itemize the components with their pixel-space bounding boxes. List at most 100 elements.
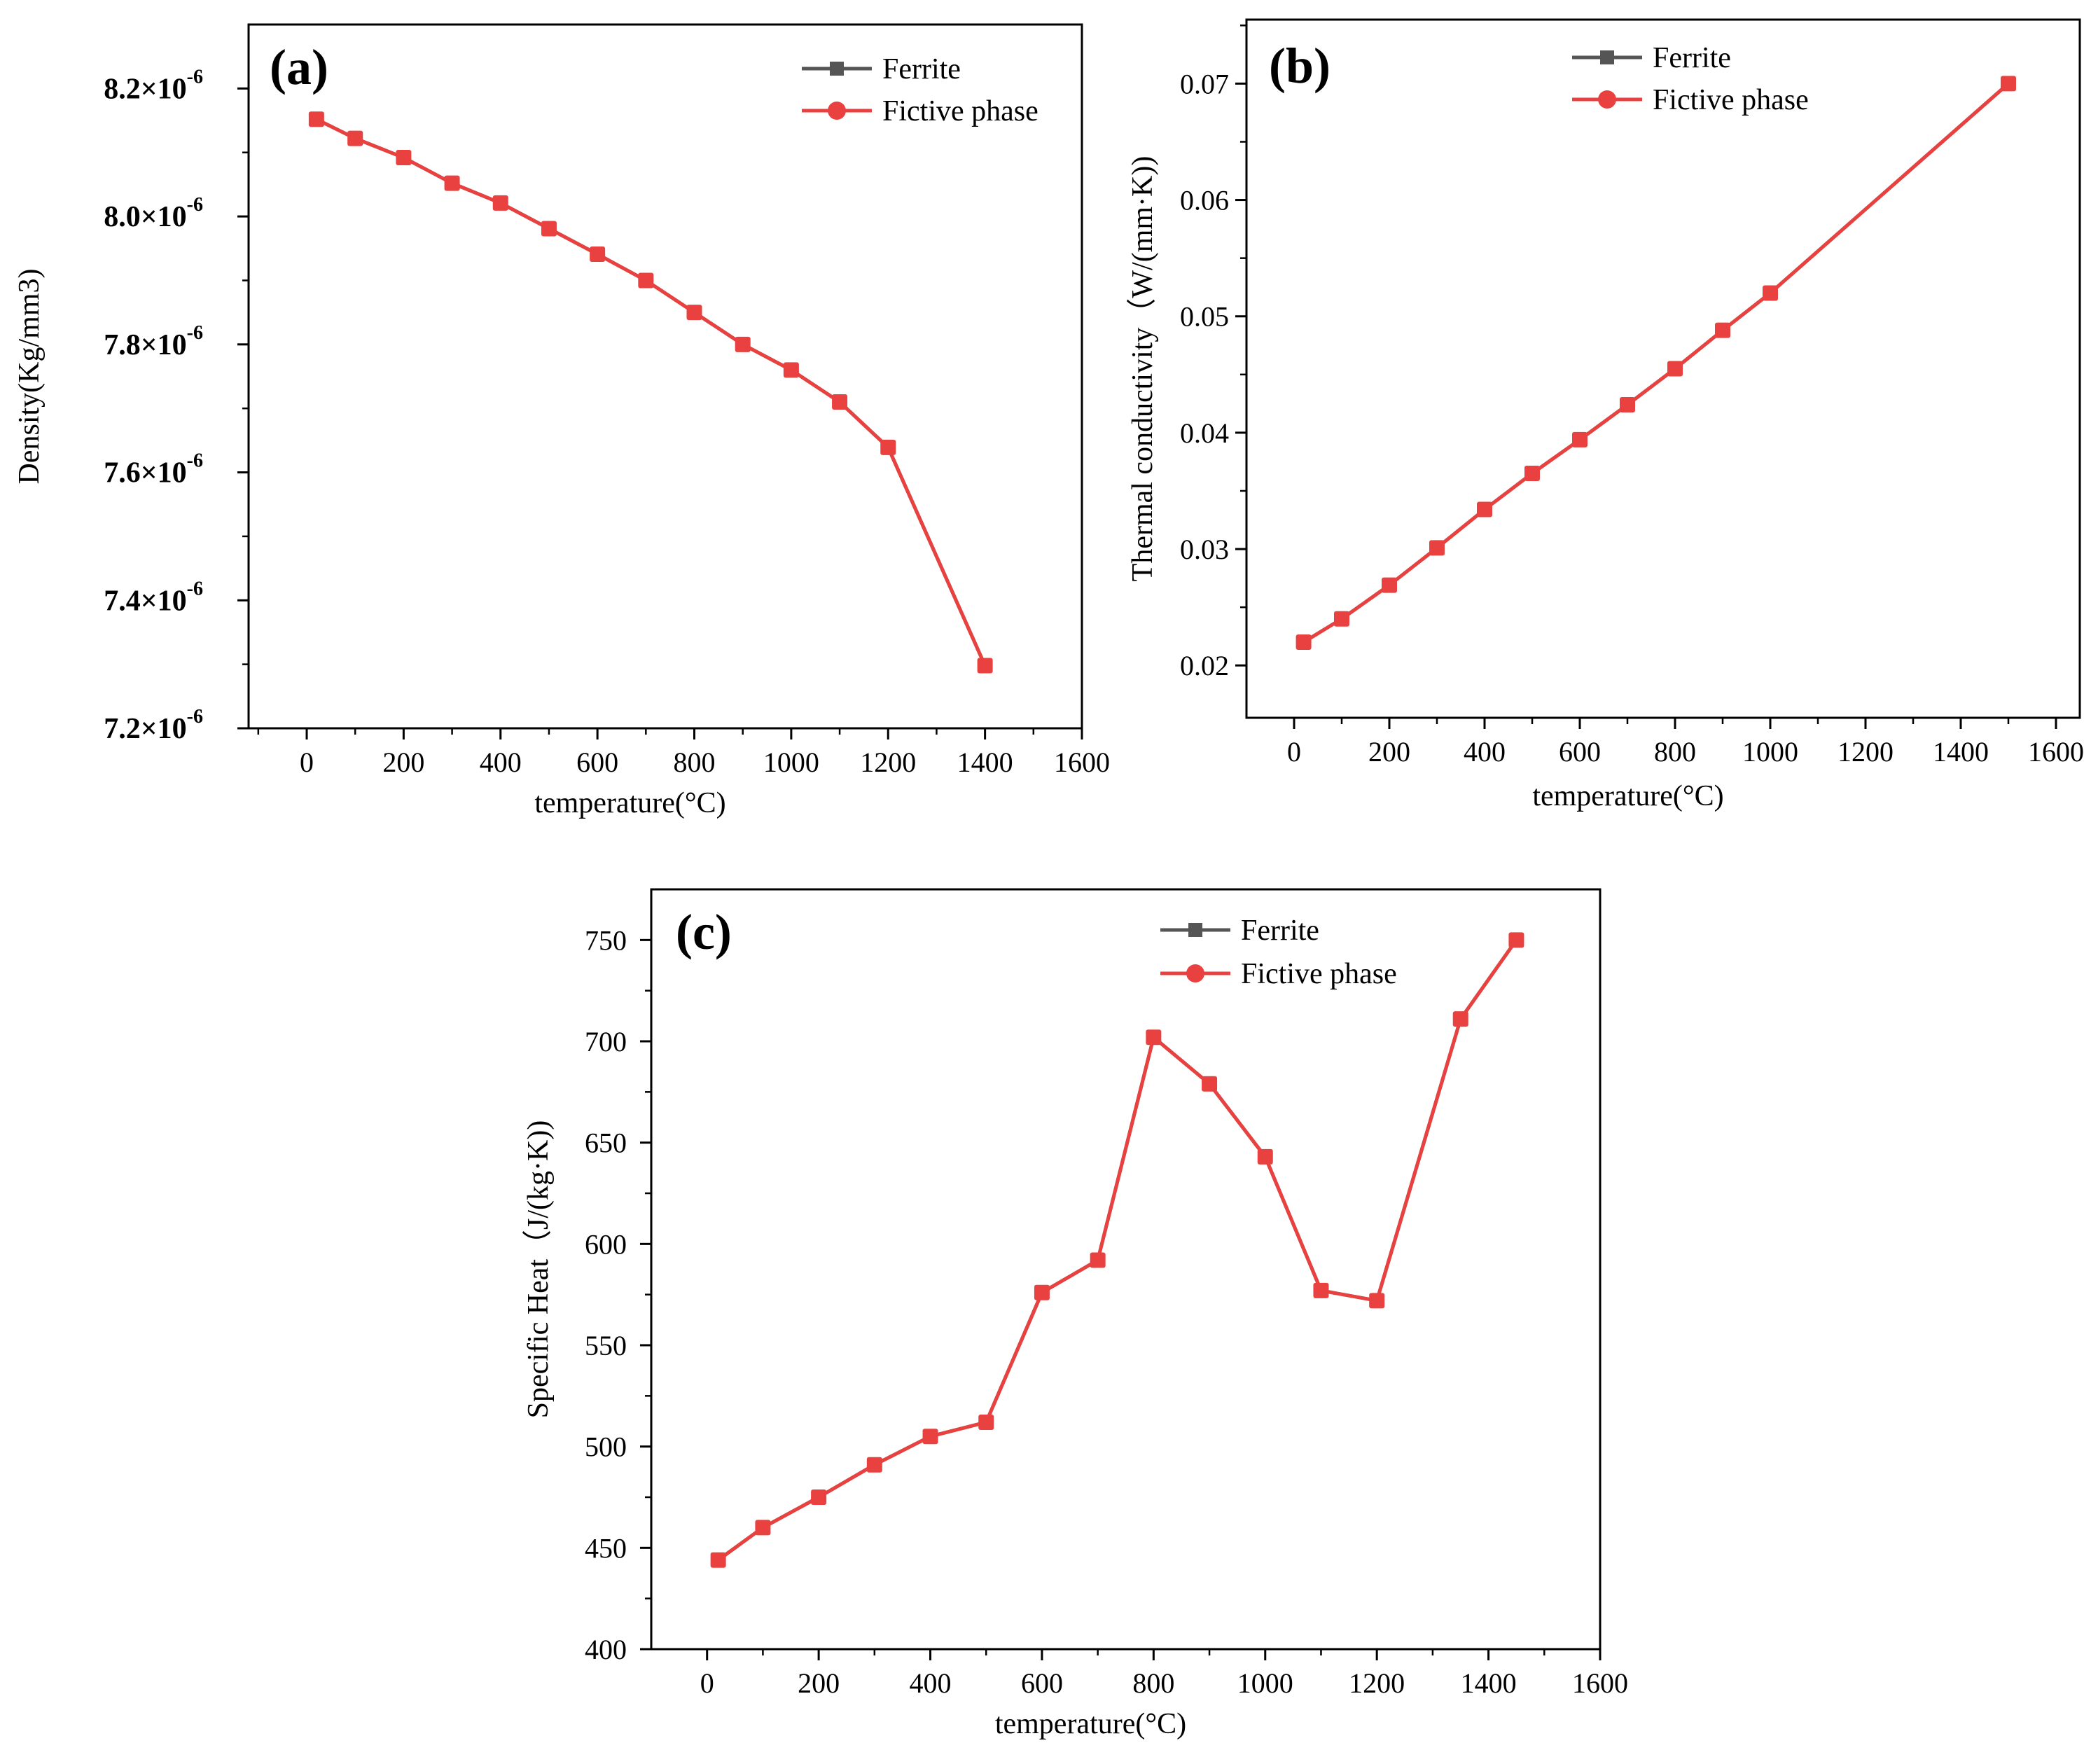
x-tick-label: 200 <box>1368 736 1410 768</box>
data-point-fictive <box>977 658 993 674</box>
y-tick-label: 0.05 <box>1180 301 1229 333</box>
data-point-fictive <box>783 362 799 378</box>
data-point-fictive <box>1334 611 1349 627</box>
x-tick-label: 1000 <box>1237 1667 1293 1699</box>
legend-label: Ferrite <box>882 53 961 85</box>
x-tick-label: 800 <box>674 746 716 778</box>
y-tick-label: 0.07 <box>1180 68 1229 99</box>
data-point-fictive <box>922 1429 938 1445</box>
series-line-ferrite <box>717 938 1518 1562</box>
data-point-fictive <box>1572 431 1588 447</box>
data-point-fictive <box>1508 932 1524 948</box>
data-point-fictive <box>1477 501 1492 518</box>
series-line-fictive <box>315 117 987 667</box>
x-tick-label: 1600 <box>1572 1667 1628 1699</box>
data-point-fictive <box>2001 76 2016 92</box>
data-point-fictive <box>1034 1284 1050 1300</box>
x-tick-label: 200 <box>382 746 424 778</box>
x-tick-label: 600 <box>1559 736 1601 768</box>
panel-label: (c) <box>676 904 732 960</box>
x-tick-label: 1600 <box>2028 736 2084 768</box>
data-point-fictive <box>880 439 896 455</box>
y-axis-title: Specific Heat（J/(kg·K)) <box>522 1120 555 1419</box>
y-tick-label: 600 <box>585 1228 627 1260</box>
series-line-fictive <box>1302 82 2010 644</box>
x-tick-label: 800 <box>1132 1667 1174 1699</box>
data-point-fictive <box>1202 1076 1218 1092</box>
data-point-fictive <box>1452 1011 1468 1027</box>
legend-marker-circle <box>1598 90 1616 109</box>
data-point-fictive <box>1667 361 1683 377</box>
legend-label: Ferrite <box>1653 42 1731 74</box>
x-tick-label: 0 <box>300 746 314 778</box>
chart-panel-c: 0 200 400 600 800 1000 1200 1400 1600 400 450 500 55… <box>522 888 1628 1740</box>
x-tick-label: 400 <box>910 1667 952 1699</box>
x-tick-label: 0 <box>1287 736 1301 768</box>
data-point-fictive <box>492 195 508 211</box>
y-tick-label: 450 <box>585 1532 627 1564</box>
data-point-fictive <box>396 150 412 166</box>
x-axis-title: temperature(°C) <box>995 1708 1186 1740</box>
x-tick-label: 600 <box>576 746 618 778</box>
data-point-fictive <box>1429 540 1445 556</box>
y-tick-label: 7.6×10-6 <box>104 450 203 489</box>
y-tick-label: 750 <box>585 924 627 956</box>
legend-label: Fictive phase <box>882 95 1038 127</box>
x-tick-label: 1400 <box>1461 1667 1517 1699</box>
data-point-fictive <box>1369 1293 1385 1309</box>
plot-frame <box>1245 18 2081 719</box>
x-tick-label: 1000 <box>763 746 819 778</box>
data-point-fictive <box>866 1457 882 1473</box>
series-line-ferrite <box>315 117 987 667</box>
legend-marker-square <box>1188 923 1202 937</box>
legend-label: Ferrite <box>1241 915 1319 947</box>
y-tick-label: 400 <box>585 1634 627 1665</box>
data-point-fictive <box>1763 285 1778 301</box>
x-tick-label: 1600 <box>1054 746 1110 778</box>
legend-label: Fictive phase <box>1241 958 1397 990</box>
x-tick-label: 600 <box>1021 1667 1063 1699</box>
panel-label: (a) <box>270 39 328 95</box>
y-tick-label: 7.8×10-6 <box>104 322 203 361</box>
y-tick-label: 0.04 <box>1180 417 1229 449</box>
data-point-fictive <box>347 130 363 146</box>
y-tick-label: 7.2×10-6 <box>104 706 203 745</box>
x-tick-label: 1200 <box>1838 736 1894 768</box>
data-point-fictive <box>1090 1252 1106 1268</box>
legend-marker-circle <box>1186 964 1204 982</box>
data-point-fictive <box>832 394 848 410</box>
data-point-fictive <box>686 305 702 321</box>
legend-label: Fictive phase <box>1653 84 1809 116</box>
data-point-fictive <box>735 336 751 352</box>
data-point-fictive <box>1295 634 1312 650</box>
data-point-fictive <box>1313 1282 1329 1298</box>
y-tick-label: 0.06 <box>1180 185 1229 216</box>
x-tick-label: 1200 <box>860 746 916 778</box>
data-point-fictive <box>978 1414 994 1430</box>
y-tick-label: 500 <box>585 1431 627 1463</box>
data-point-fictive <box>1382 577 1397 593</box>
y-tick-label: 8.0×10-6 <box>104 194 203 233</box>
y-tick-label: 8.2×10-6 <box>104 66 203 105</box>
data-point-fictive <box>638 272 654 289</box>
x-axis-title: temperature(°C) <box>534 787 725 819</box>
plot-frame <box>247 23 1083 730</box>
y-tick-label: 7.4×10-6 <box>104 578 203 617</box>
data-point-fictive <box>1620 397 1635 413</box>
x-tick-label: 800 <box>1654 736 1696 768</box>
data-point-fictive <box>710 1552 726 1568</box>
y-axis-title: Density(Kg/mm3) <box>13 269 46 485</box>
y-tick-label: 0.02 <box>1180 650 1229 681</box>
chart-panel-b: 0 200 400 600 800 1000 1200 1400 1600 0.02 0.03 0.0… <box>1127 18 2084 812</box>
data-point-fictive <box>1257 1148 1273 1165</box>
y-tick-label: 0.03 <box>1180 534 1229 565</box>
x-tick-label: 200 <box>798 1667 840 1699</box>
data-point-fictive <box>308 111 324 127</box>
data-point-fictive <box>755 1520 771 1536</box>
data-point-fictive <box>444 175 460 191</box>
chart-panel-a: 0 200 400 600 800 1000 1200 1400 1600 7.2×10-6 7.4… <box>13 23 1110 819</box>
data-point-fictive <box>1524 466 1540 482</box>
x-tick-label: 400 <box>1464 736 1506 768</box>
data-point-fictive <box>1715 322 1730 338</box>
